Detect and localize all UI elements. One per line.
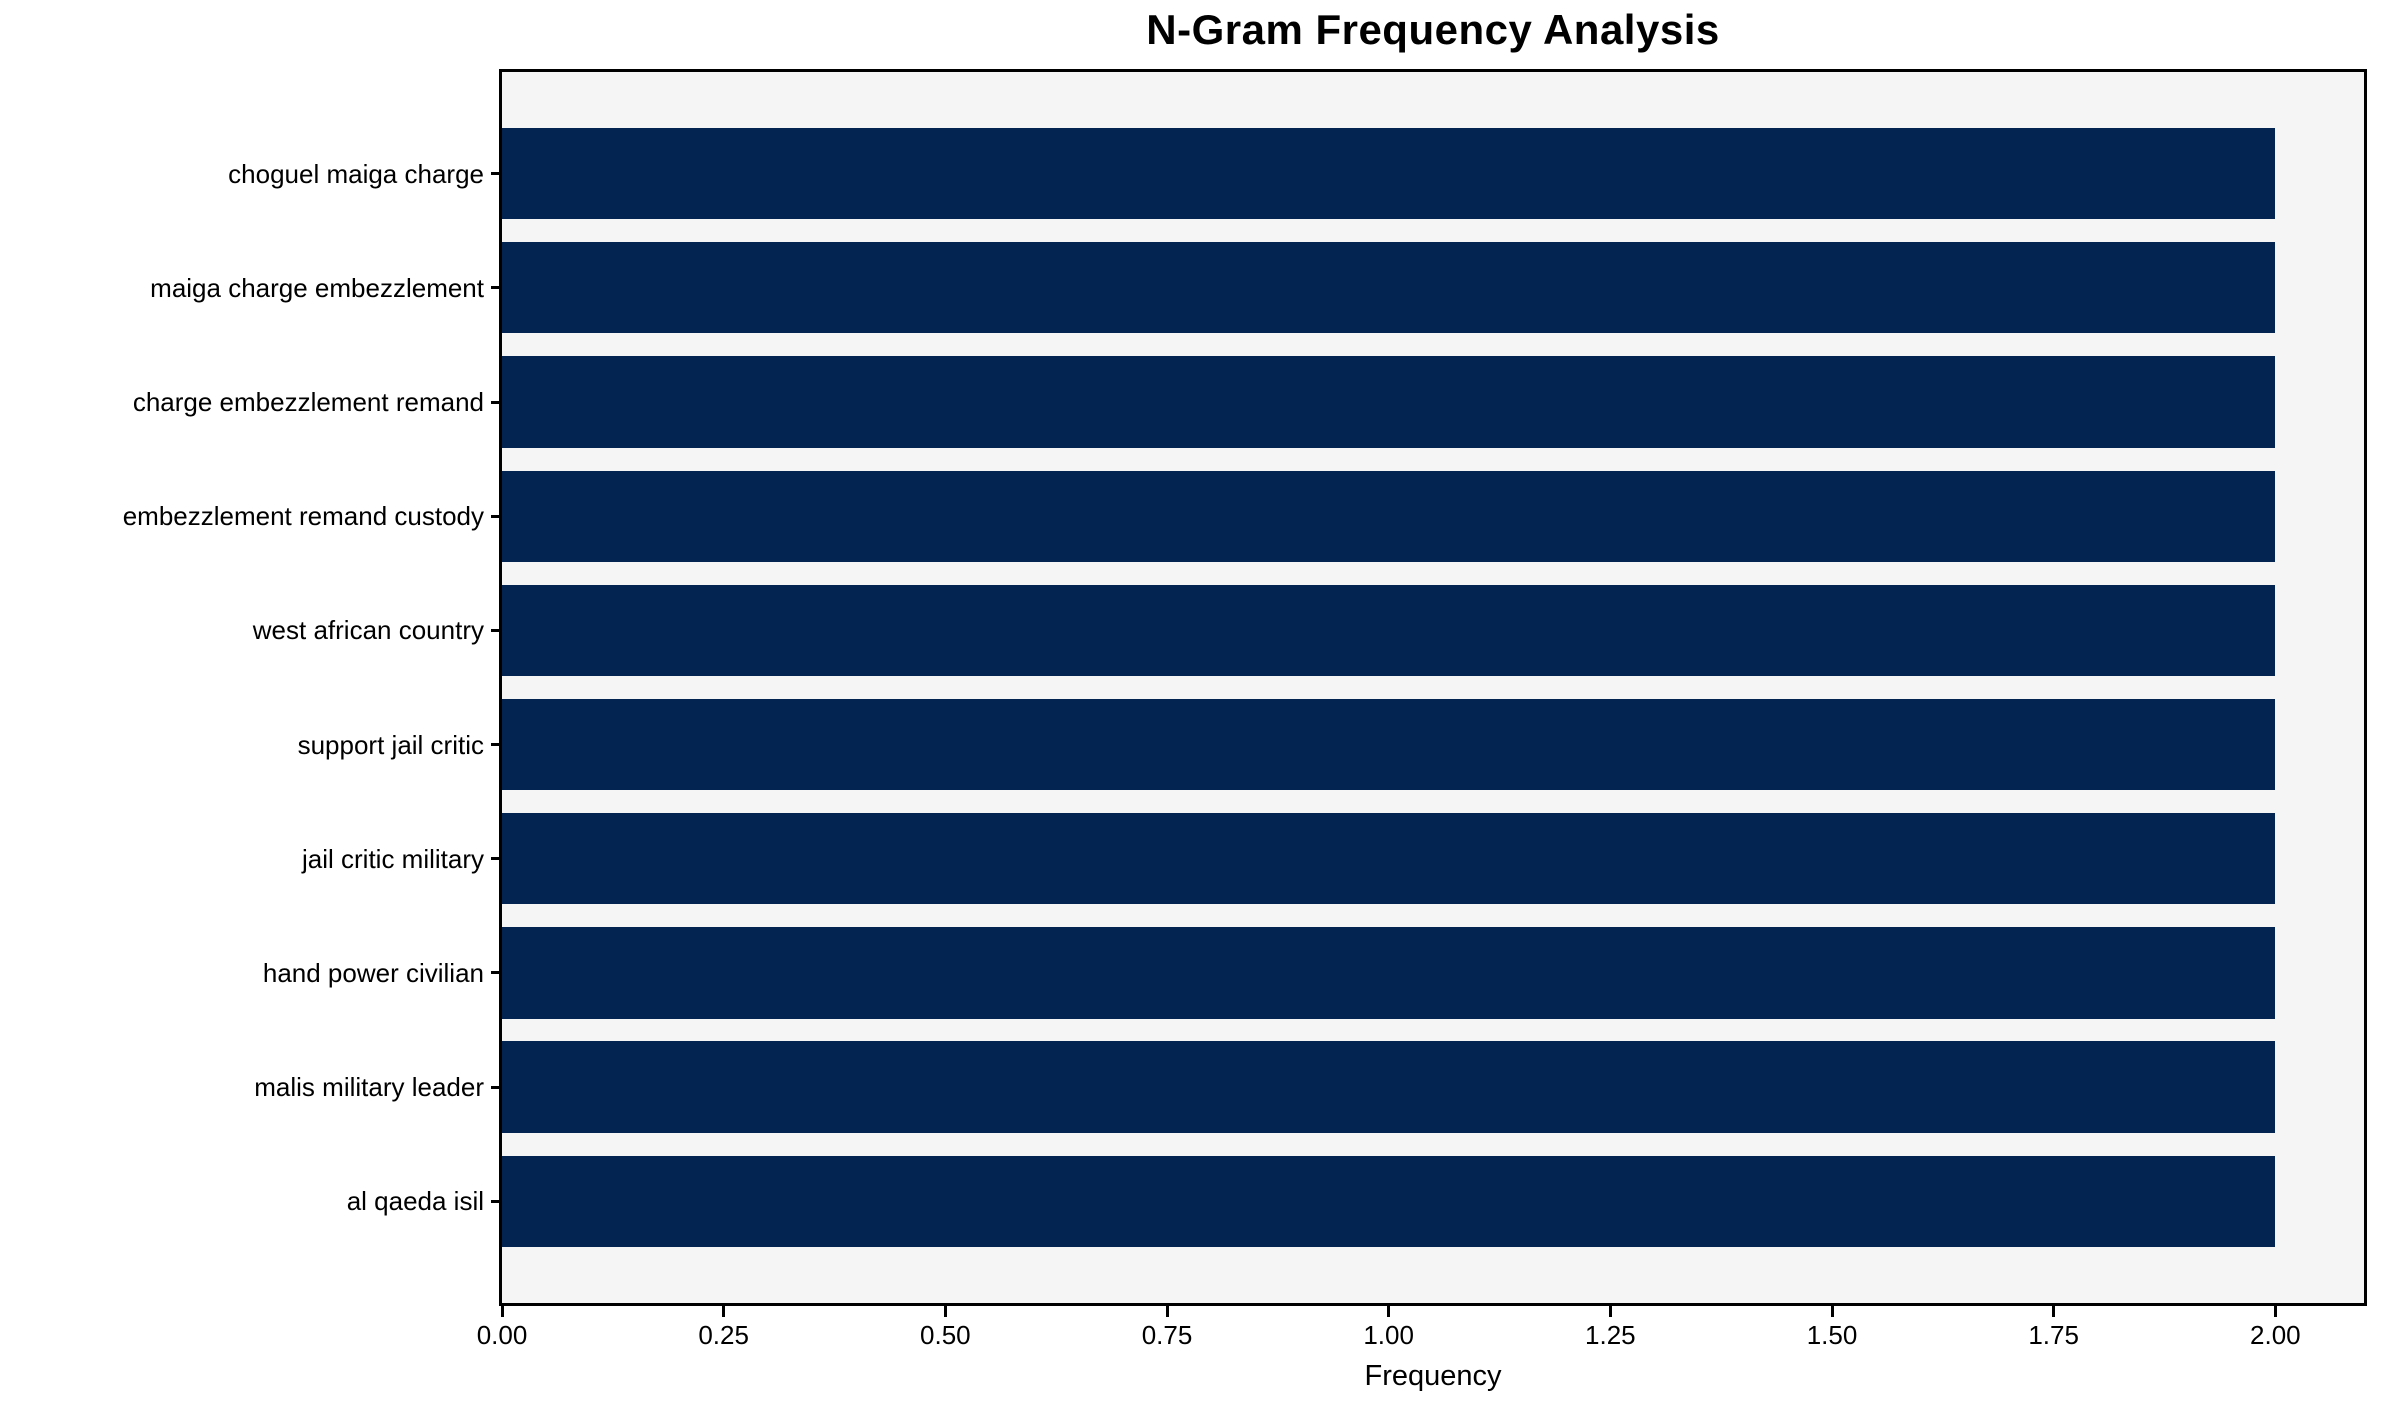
- y-tick-mark: [491, 1085, 502, 1089]
- bar: [502, 813, 2276, 905]
- x-tick-label: 1.50: [1806, 1320, 1858, 1350]
- x-tick-mark: [500, 1306, 504, 1317]
- y-tick-mark: [491, 286, 502, 290]
- y-tick-mark: [491, 172, 502, 176]
- y-tick-mark: [491, 743, 502, 747]
- x-tick-mark: [2273, 1306, 2277, 1317]
- y-tick-mark: [491, 628, 502, 632]
- bar: [502, 584, 2276, 677]
- x-tick-mark: [1608, 1306, 1612, 1317]
- y-tick-label: jail critic military: [302, 843, 484, 874]
- x-tick-mark: [1830, 1306, 1834, 1317]
- x-tick-mark: [1165, 1306, 1169, 1317]
- x-tick-mark: [1387, 1306, 1391, 1317]
- x-tick-label: 1.75: [2028, 1320, 2079, 1350]
- x-tick-label: 2.00: [2250, 1320, 2301, 1350]
- y-tick-label: choguel maiga charge: [228, 158, 484, 189]
- x-tick-label: 0.75: [1141, 1320, 1193, 1350]
- y-tick-mark: [491, 971, 502, 975]
- x-tick-label: 0.25: [698, 1320, 749, 1350]
- y-tick-label: west african country: [252, 615, 484, 646]
- y-tick-label: malis military leader: [254, 1072, 484, 1103]
- y-tick-mark: [491, 857, 502, 861]
- bar: [502, 927, 2276, 1019]
- y-tick-mark: [491, 514, 502, 518]
- y-tick-label: maiga charge embezzlement: [150, 272, 484, 303]
- bar: [502, 470, 2276, 562]
- chart-title: N-Gram Frequency Analysis: [1146, 6, 1720, 53]
- y-tick-label: hand power civilian: [262, 957, 484, 988]
- y-tick-mark: [491, 1199, 502, 1203]
- x-tick-mark: [943, 1306, 947, 1317]
- y-axis: choguel maiga charge maiga charge embezzl…: [0, 72, 484, 1303]
- plot-area: [499, 69, 2367, 1306]
- bar: [502, 698, 2276, 791]
- x-tick-label: 0.50: [920, 1320, 971, 1350]
- x-tick-label: 1.00: [1363, 1320, 1414, 1350]
- bar: [502, 242, 2276, 334]
- x-tick-mark: [2052, 1306, 2056, 1317]
- bar: [502, 356, 2276, 448]
- bar: [502, 1155, 2276, 1248]
- y-tick-label: charge embezzlement remand: [132, 387, 484, 418]
- x-tick-mark: [722, 1306, 726, 1317]
- y-tick-label: al qaeda isil: [346, 1186, 484, 1217]
- bar: [502, 127, 2276, 220]
- y-tick-label: embezzlement remand custody: [122, 501, 484, 532]
- x-axis-label: Frequency: [1364, 1360, 1502, 1392]
- bar: [502, 1041, 2276, 1133]
- x-tick-label: 0.00: [476, 1320, 528, 1350]
- y-tick-label: support jail critic: [297, 729, 484, 760]
- y-tick-mark: [491, 400, 502, 404]
- x-tick-label: 1.25: [1585, 1320, 1636, 1350]
